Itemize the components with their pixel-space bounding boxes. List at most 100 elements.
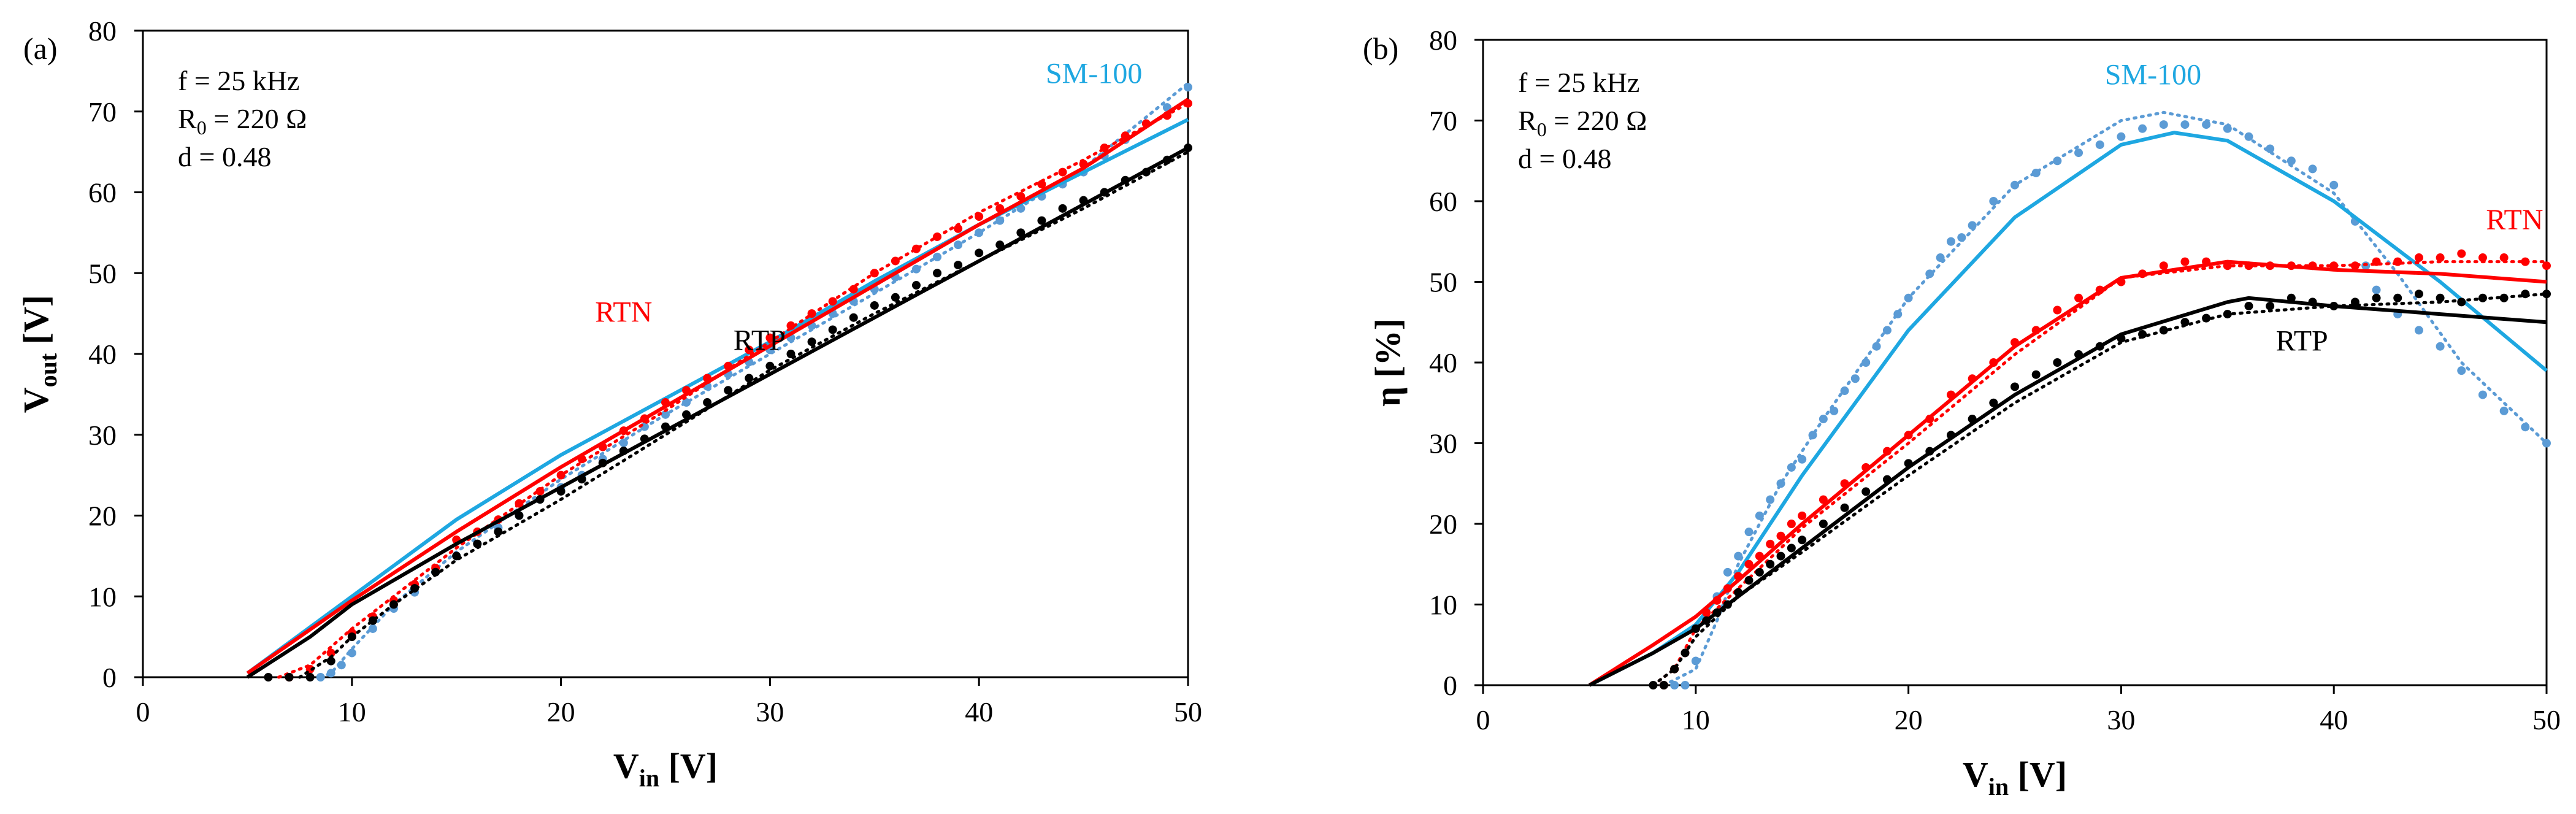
annotation-resistance-value: = 220 Ω [207,103,307,134]
data-point-rtn [1776,531,1785,540]
data-point-rtp [2393,293,2402,302]
data-point-rtp [2180,318,2190,327]
data-point-sm-100 [1691,656,1700,666]
series-label-sm-100: SM-100 [2105,58,2201,91]
dotted-line-rtn [1651,260,2548,687]
dotted-line-rtp [1651,292,2548,687]
y-tick-label: 20 [1429,509,1457,540]
data-point-sm-100 [2074,148,2083,158]
data-point-rtp [2266,301,2275,310]
data-point-sm-100 [347,648,356,658]
data-point-rtn [1819,495,1828,504]
x-tick-label: 30 [756,696,784,728]
x-tick-label: 50 [1174,696,1202,728]
data-point-rtp [1755,567,1764,577]
series-sm-100: SM-100 [246,58,1192,682]
data-point-sm-100 [2180,120,2190,129]
annotation-duty: d = 0.48 [178,141,271,172]
annotation-resistance-sub: 0 [1537,118,1547,140]
y-axis-label-sub: out [34,353,62,387]
chart-panel-b: 0 10 20 30 40 50 0 10 20 30 40 50 60 70 80 (b) Vin [V] η … [1363,25,2561,801]
data-point-rtp [745,374,754,383]
data-point-sm-100 [2159,120,2168,129]
y-tick-label: 0 [1443,670,1457,701]
data-point-rtp [2542,290,2551,299]
x-tick-label: 0 [1476,704,1490,735]
series-label-rtn: RTN [2486,204,2543,236]
data-point-rtn [2159,261,2168,271]
y-tick-label: 30 [1429,428,1457,459]
data-point-sm-100 [1670,681,1679,689]
data-point-rtp [1989,398,1998,407]
panel-label: (a) [23,31,58,66]
data-point-rtp [975,248,984,258]
data-point-rtp [891,293,900,302]
annotation-resistance-main: R [178,103,197,134]
solid-line-sm-100 [246,118,1189,675]
y-axis-label-unit: [V] [16,295,56,353]
annotation-resistance-sub: 0 [197,117,207,139]
data-point-rtp [2011,382,2019,391]
data-point-rtp [515,511,524,520]
x-axis-label-unit: [V] [2009,754,2067,794]
data-point-sm-100 [2372,285,2381,294]
series-label-sm-100: SM-100 [1046,58,1142,90]
annotation-duty: d = 0.48 [1518,143,1611,174]
dotted-line-rtp [298,150,1190,679]
data-point-rtn [745,345,754,355]
series-rtp: RTP [1589,290,2551,689]
data-point-rtn [2074,293,2083,302]
data-point-sm-100 [2457,366,2466,375]
data-point-rtp [1776,551,1785,561]
data-point-rtn [2478,253,2487,263]
plot-frame [1482,39,2548,686]
y-tick-label: 80 [88,15,117,47]
data-point-rtp [828,325,837,334]
annotation-resistance-main: R [1518,105,1537,136]
y-axis-label: Vout [V] [16,295,62,413]
data-point-rtp [870,301,879,310]
data-point-sm-100 [1861,358,1871,367]
data-point-rtp [933,269,942,278]
data-point-sm-100 [2266,144,2275,153]
data-point-rtp [703,398,712,407]
x-tick-label: 10 [338,696,366,728]
data-point-rtn [2436,253,2445,263]
data-point-rtp [1744,576,1754,585]
data-point-sm-100 [1989,197,1998,205]
y-tick-label: 70 [88,96,117,128]
x-tick-label: 0 [136,696,150,728]
data-point-rtn [954,224,963,233]
data-point-rtp [1037,216,1046,225]
y-tick-label: 50 [1429,267,1457,298]
data-point-sm-100 [2478,390,2487,399]
data-point-rtn [2542,261,2551,271]
x-tick-label: 10 [1682,704,1710,735]
data-point-sm-100 [2095,140,2104,149]
data-point-rtn [1798,511,1807,520]
data-point-rtp [494,527,503,536]
data-point-rtp [954,261,963,270]
y-tick-label: 80 [1429,25,1457,56]
data-point-rtp [2053,358,2062,367]
data-point-rtp [1659,681,1668,689]
data-point-rtp [849,313,858,322]
series-label-rtn: RTN [595,296,652,328]
data-point-sm-100 [2117,132,2126,141]
x-axis-label-sub: in [639,764,659,792]
x-tick-label: 40 [2320,704,2348,735]
annotation-frequency: f = 25 kHz [178,65,299,96]
data-point-sm-100 [2499,406,2509,415]
data-point-rtn [1787,520,1796,528]
data-point-rtp [2436,293,2445,302]
solid-line-rtn [1588,259,2547,687]
data-point-rtp [1819,520,1828,528]
data-point-sm-100 [2414,326,2423,335]
data-point-sm-100 [1723,567,1732,577]
data-point-rtp [1787,543,1796,553]
data-point-sm-100 [2138,124,2147,133]
y-tick-label: 30 [88,420,117,451]
annotation-resistance-value: = 220 Ω [1547,105,1647,136]
data-point-rtp [2372,293,2381,302]
